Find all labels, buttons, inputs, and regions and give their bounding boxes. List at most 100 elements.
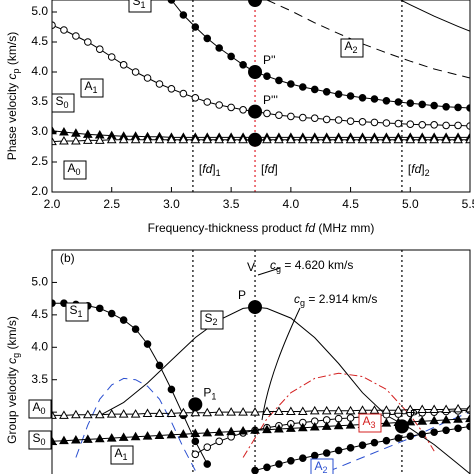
data-point <box>454 121 462 130</box>
data-point <box>60 26 68 34</box>
data-point <box>191 94 200 102</box>
data-point <box>202 407 213 417</box>
data-point <box>215 44 223 52</box>
series-label-box <box>65 302 89 322</box>
data-point <box>84 38 92 46</box>
data-point <box>190 134 201 144</box>
data-point <box>82 135 93 144</box>
data-point <box>154 134 165 144</box>
annotation-part: = 4.620 km/s <box>281 258 353 272</box>
data-point <box>94 135 105 144</box>
series-label-part: A <box>67 161 75 175</box>
series-label-part: 0 <box>41 437 46 447</box>
series-label-part: 2 <box>323 465 328 474</box>
data-point <box>155 80 164 88</box>
annotation-leader <box>261 307 301 421</box>
reference-label-part: [ <box>261 162 265 176</box>
data-point <box>382 436 391 445</box>
data-point <box>334 116 343 124</box>
series-label-part: 0 <box>41 406 46 416</box>
data-point <box>59 410 69 419</box>
highlight-point <box>248 132 263 147</box>
data-point <box>262 134 272 144</box>
series-label: S2 <box>204 311 217 327</box>
series-label-box <box>80 78 104 98</box>
series-label-box <box>200 310 224 330</box>
data-point <box>190 407 201 417</box>
data-point <box>94 409 105 419</box>
data-point <box>285 423 296 432</box>
annotation-leader <box>257 267 281 276</box>
data-point <box>430 101 438 110</box>
series-label-box <box>310 458 334 474</box>
series-label-part: A <box>344 39 352 53</box>
data-point <box>202 427 213 437</box>
data-point <box>429 134 440 144</box>
data-point <box>227 52 235 61</box>
data-point <box>214 134 225 144</box>
data-point <box>382 97 391 105</box>
series-label-box <box>128 0 152 13</box>
data-point <box>106 433 117 442</box>
y-tick-label: 3.5 <box>31 372 48 386</box>
data-point <box>441 414 451 424</box>
x-tick-label: 2.0 <box>44 197 61 211</box>
data-point <box>143 74 152 82</box>
x-tick-label: 5.0 <box>402 197 419 211</box>
data-point <box>130 431 141 441</box>
data-point <box>118 432 129 441</box>
point-label: P2 <box>410 408 423 424</box>
y-tick-label: 2.0 <box>31 184 48 198</box>
data-point <box>322 449 331 457</box>
data-point <box>142 134 153 144</box>
data-point <box>406 120 415 128</box>
data-point <box>453 134 463 144</box>
series-line <box>99 306 470 474</box>
data-point <box>71 435 81 444</box>
data-point <box>381 418 392 427</box>
data-point <box>203 443 212 451</box>
data-point <box>238 407 248 416</box>
series-label-part: S <box>204 311 212 325</box>
data-point <box>299 113 307 122</box>
data-point <box>214 407 225 416</box>
data-point <box>262 424 272 434</box>
series-label-box <box>110 445 134 465</box>
data-point <box>370 438 379 447</box>
data-point <box>52 410 57 419</box>
data-point <box>345 420 356 429</box>
series-label-part: 1 <box>123 452 128 462</box>
axes-frame <box>51 249 471 474</box>
data-point <box>321 405 332 415</box>
reference-label-part: 2 <box>425 168 430 178</box>
reference-label-part: [ <box>408 162 412 176</box>
data-point <box>263 72 271 80</box>
data-point <box>357 134 368 144</box>
y-tick-label: 4.0 <box>31 339 48 353</box>
data-point <box>454 424 462 433</box>
data-point <box>299 454 307 462</box>
data-point <box>442 426 450 435</box>
y-tick-label: 4.5 <box>31 307 48 321</box>
data-point <box>334 446 343 455</box>
data-point <box>167 0 176 4</box>
x-axis-title-part: (MHz mm) <box>315 221 374 235</box>
data-point <box>107 53 116 61</box>
data-point <box>406 99 415 107</box>
data-point <box>238 134 248 144</box>
y-axis-title-part: p <box>11 68 21 73</box>
data-point <box>465 413 470 423</box>
series-label-box <box>340 38 364 58</box>
data-point <box>346 117 355 125</box>
data-point <box>191 23 200 31</box>
data-point <box>142 408 153 417</box>
data-point <box>442 103 450 111</box>
y-axis-title-part: Phase velocity <box>5 79 19 160</box>
x-axis-title-part: fd <box>305 221 315 235</box>
series-label: A3 <box>362 414 375 430</box>
data-point <box>118 134 129 144</box>
series-label: S1 <box>69 303 82 319</box>
data-point <box>130 134 141 144</box>
data-point <box>333 420 344 430</box>
